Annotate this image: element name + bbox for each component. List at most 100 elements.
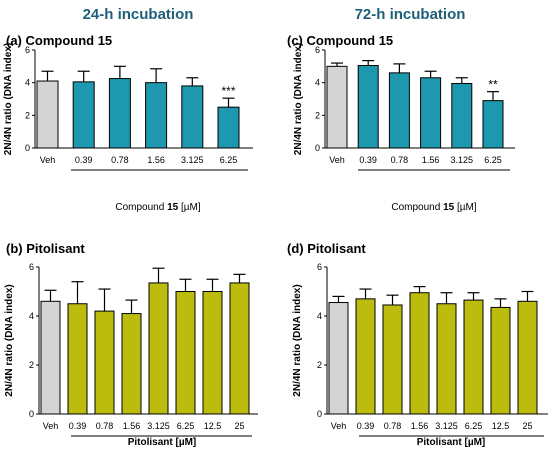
- x-axis-label: Compound 15 [µM]: [115, 202, 200, 213]
- x-axis-label-suffix: [µM]: [178, 202, 201, 213]
- x-tick-label: 3.125: [147, 421, 170, 431]
- y-tick-label: 0: [315, 143, 320, 153]
- bar-6.25: [175, 291, 196, 415]
- panel-title-c: (c) Compound 15: [287, 33, 394, 48]
- x-tick-label: 1.56: [123, 421, 141, 431]
- y-axis-label: 2N/4N ratio (DNA index): [4, 284, 15, 396]
- y-axis-label: 2N/4N ratio (DNA index): [293, 43, 304, 155]
- x-tick-label: 6.25: [484, 155, 502, 165]
- x-tick-label: Veh: [329, 155, 345, 165]
- bar-Veh: [36, 80, 59, 149]
- y-tick-label: 4: [25, 78, 30, 88]
- panel-title-d: (d) Pitolisant: [287, 241, 366, 256]
- significance-marker: **: [488, 78, 498, 92]
- bar-1.56: [420, 77, 442, 149]
- bar-0.78: [388, 72, 410, 149]
- x-axis-label-bold: 15: [167, 202, 179, 213]
- x-tick-label: 6.25: [220, 155, 238, 165]
- x-axis-label-bold: Pitolisant [µM]: [128, 437, 197, 448]
- bar-3.125: [436, 303, 457, 415]
- y-tick-label: 6: [25, 45, 30, 55]
- x-tick-label: 1.56: [147, 155, 165, 165]
- y-tick-label: 2: [25, 110, 30, 120]
- bar-6.25: [482, 100, 504, 149]
- y-tick-label: 4: [317, 311, 322, 321]
- bar-3.125: [148, 282, 169, 415]
- x-axis-label-bold: 15: [443, 202, 455, 213]
- significance-marker: ***: [221, 84, 235, 98]
- bar-1.56: [145, 82, 168, 149]
- bar-25: [517, 300, 538, 415]
- panel-title-a: (a) Compound 15: [6, 33, 113, 48]
- x-tick-label: 3.125: [181, 155, 204, 165]
- x-tick-label: Veh: [331, 421, 347, 431]
- bar-6.25: [463, 299, 484, 415]
- y-tick-label: 4: [315, 78, 320, 88]
- x-tick-label: 0.78: [111, 155, 129, 165]
- bar-12.5: [490, 306, 511, 415]
- x-axis-label-prefix: Compound: [391, 202, 443, 213]
- y-tick-label: 6: [29, 262, 34, 272]
- x-axis-label: Pitolisant [µM]: [128, 437, 197, 448]
- bar-3.125: [181, 85, 204, 149]
- x-axis-label: Pitolisant [µM]: [417, 437, 486, 448]
- x-tick-label: 0.39: [69, 421, 87, 431]
- y-tick-label: 2: [317, 360, 322, 370]
- y-tick-label: 0: [25, 143, 30, 153]
- x-tick-label: 0.78: [384, 421, 402, 431]
- y-tick-label: 0: [317, 409, 322, 419]
- x-tick-label: 25: [522, 421, 532, 431]
- x-tick-label: 0.78: [391, 155, 409, 165]
- column-title-24h: 24-h incubation: [82, 6, 194, 23]
- bar-6.25: [217, 106, 240, 149]
- column-title-72h: 72-h incubation: [354, 6, 466, 23]
- y-tick-label: 6: [317, 262, 322, 272]
- x-tick-label: 3.125: [435, 421, 458, 431]
- bar-25: [229, 282, 250, 415]
- panel-title-b: (b) Pitolisant: [6, 241, 85, 256]
- bar-1.56: [409, 292, 430, 415]
- x-tick-label: 0.39: [359, 155, 377, 165]
- bar-Veh: [40, 300, 61, 415]
- x-tick-label: 3.125: [451, 155, 474, 165]
- x-axis-label-bold: Pitolisant [µM]: [417, 437, 486, 448]
- x-axis-label-prefix: Compound: [115, 202, 167, 213]
- x-axis-label-suffix: [µM]: [454, 202, 477, 213]
- y-axis-label: 2N/4N ratio (DNA index): [292, 284, 303, 396]
- x-tick-label: Veh: [43, 421, 59, 431]
- bar-3.125: [451, 82, 473, 149]
- bar-Veh: [328, 302, 349, 415]
- bar-1.56: [121, 313, 142, 415]
- x-tick-label: 6.25: [177, 421, 195, 431]
- y-tick-label: 6: [315, 45, 320, 55]
- y-tick-label: 2: [29, 360, 34, 370]
- bar-0.39: [67, 303, 88, 415]
- bar-0.78: [108, 78, 131, 149]
- x-tick-label: Veh: [40, 155, 56, 165]
- bar-0.39: [355, 298, 376, 415]
- x-tick-label: 0.39: [357, 421, 375, 431]
- x-tick-label: 0.39: [75, 155, 93, 165]
- x-tick-label: 25: [234, 421, 244, 431]
- x-tick-label: 12.5: [492, 421, 510, 431]
- y-tick-label: 4: [29, 311, 34, 321]
- y-axis-label: 2N/4N ratio (DNA index): [3, 43, 14, 155]
- bar-0.39: [72, 81, 95, 149]
- x-tick-label: 0.78: [96, 421, 114, 431]
- bar-0.78: [94, 310, 115, 415]
- bar-0.78: [382, 304, 403, 415]
- y-tick-label: 2: [315, 110, 320, 120]
- x-axis-label: Compound 15 [µM]: [391, 202, 476, 213]
- y-tick-label: 0: [29, 409, 34, 419]
- x-tick-label: 6.25: [465, 421, 483, 431]
- x-tick-label: 12.5: [204, 421, 222, 431]
- bar-12.5: [202, 291, 223, 415]
- bar-Veh: [326, 65, 348, 149]
- x-tick-label: 1.56: [411, 421, 429, 431]
- x-tick-label: 1.56: [422, 155, 440, 165]
- bar-0.39: [357, 65, 379, 149]
